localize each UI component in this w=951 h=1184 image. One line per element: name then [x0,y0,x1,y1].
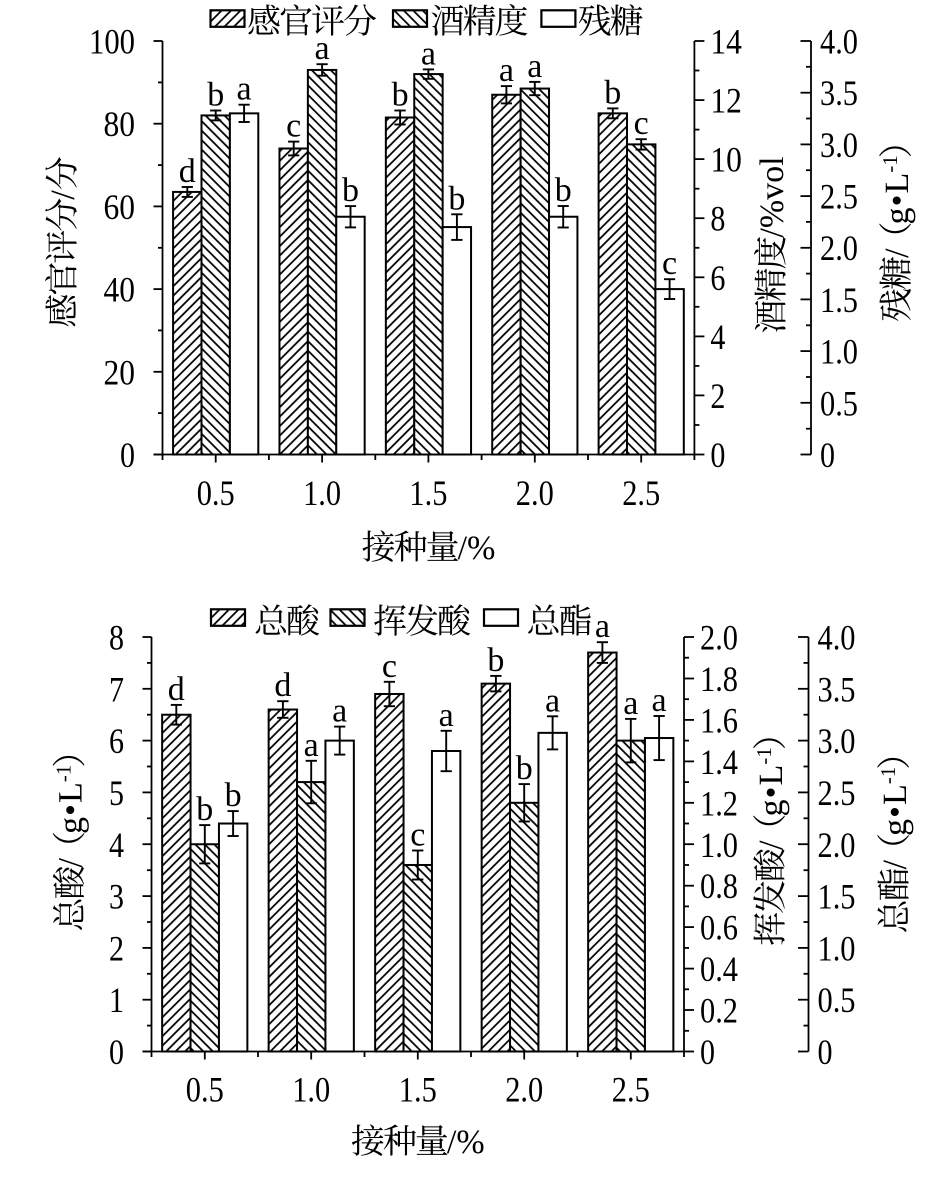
svg-text:2.0: 2.0 [820,228,858,268]
svg-text:b: b [487,642,504,679]
svg-text:a: a [315,30,330,67]
svg-text:5: 5 [109,773,124,813]
svg-text:0.5: 0.5 [197,473,235,513]
svg-text:b: b [392,77,409,114]
svg-text:3: 3 [109,877,124,917]
svg-text:a: a [332,693,347,730]
svg-text:1.5: 1.5 [409,473,447,513]
svg-text:4.0: 4.0 [820,22,858,62]
svg-text:2.5: 2.5 [622,473,660,513]
svg-text:2.5: 2.5 [820,177,858,217]
svg-text:1: 1 [109,980,124,1020]
svg-text:b: b [196,791,213,828]
svg-text:2.0: 2.0 [700,618,738,658]
svg-text:20: 20 [104,352,136,392]
svg-text:a: a [545,682,560,719]
svg-text:3.5: 3.5 [820,73,858,113]
svg-text:1.4: 1.4 [700,742,738,782]
svg-text:0: 0 [700,1032,715,1072]
svg-text:3.0: 3.0 [818,721,856,761]
svg-text:c: c [634,105,649,142]
svg-text:3.5: 3.5 [818,669,856,709]
svg-text:6: 6 [710,258,725,298]
svg-text:1.6: 1.6 [700,700,738,740]
svg-text:1.8: 1.8 [700,659,738,699]
svg-text:1.2: 1.2 [700,783,738,823]
svg-text:2.5: 2.5 [612,1070,650,1110]
svg-text:1.0: 1.0 [303,473,341,513]
svg-text:0: 0 [120,435,135,475]
svg-text:4.0: 4.0 [818,618,856,658]
svg-text:0.5: 0.5 [820,383,858,423]
svg-text:1.0: 1.0 [700,825,738,865]
svg-text:a: a [527,48,542,85]
svg-text:80: 80 [104,104,136,144]
svg-text:2: 2 [109,928,124,968]
svg-text:8: 8 [710,199,725,239]
svg-text:a: a [439,697,454,734]
svg-text:2: 2 [710,376,725,416]
svg-text:a: a [652,682,667,719]
svg-text:0.2: 0.2 [700,991,738,1031]
svg-text:a: a [421,35,436,72]
svg-text:4: 4 [710,317,725,357]
svg-text:3.0: 3.0 [820,125,858,165]
svg-text:0.8: 0.8 [700,866,738,906]
svg-text:d: d [168,671,185,708]
svg-text:b: b [448,180,465,217]
svg-text:1.5: 1.5 [820,280,858,320]
svg-text:b: b [555,172,572,209]
svg-text:0: 0 [710,435,725,475]
svg-text:12: 12 [710,81,742,121]
svg-text:d: d [179,153,196,190]
svg-text:b: b [342,172,359,209]
svg-text:a: a [595,608,610,645]
svg-text:0: 0 [818,1032,833,1072]
svg-text:d: d [274,667,291,704]
svg-text:2.0: 2.0 [516,473,554,513]
svg-text:0: 0 [109,1032,124,1072]
svg-text:2.0: 2.0 [818,825,856,865]
svg-text:8: 8 [109,618,124,658]
svg-text:a: a [623,685,638,722]
svg-text:a: a [237,71,252,108]
svg-text:14: 14 [710,22,742,62]
svg-text:b: b [207,77,224,114]
svg-text:7: 7 [109,669,124,709]
svg-text:b: b [604,74,621,111]
svg-text:c: c [662,245,677,282]
svg-text:1.5: 1.5 [399,1070,437,1110]
svg-text:2.0: 2.0 [505,1070,543,1110]
svg-text:40: 40 [104,270,136,310]
svg-text:0: 0 [820,435,835,475]
svg-text:0.4: 0.4 [700,949,738,989]
svg-text:1.0: 1.0 [292,1070,330,1110]
svg-text:6: 6 [109,721,124,761]
svg-text:1.0: 1.0 [820,332,858,372]
svg-text:1.0: 1.0 [818,928,856,968]
svg-text:1.5: 1.5 [818,877,856,917]
svg-text:0.5: 0.5 [186,1070,224,1110]
svg-text:b: b [516,750,533,787]
svg-text:c: c [286,108,301,145]
svg-text:c: c [382,648,397,685]
svg-text:c: c [410,817,425,854]
svg-text:0.6: 0.6 [700,908,738,948]
svg-text:a: a [304,727,319,764]
svg-text:a: a [499,52,514,89]
svg-text:2.5: 2.5 [818,773,856,813]
svg-text:100: 100 [89,22,135,62]
svg-text:0.5: 0.5 [818,980,856,1020]
svg-text:60: 60 [104,187,136,227]
svg-text:b: b [225,777,242,814]
svg-text:10: 10 [710,140,742,180]
svg-text:4: 4 [109,825,124,865]
